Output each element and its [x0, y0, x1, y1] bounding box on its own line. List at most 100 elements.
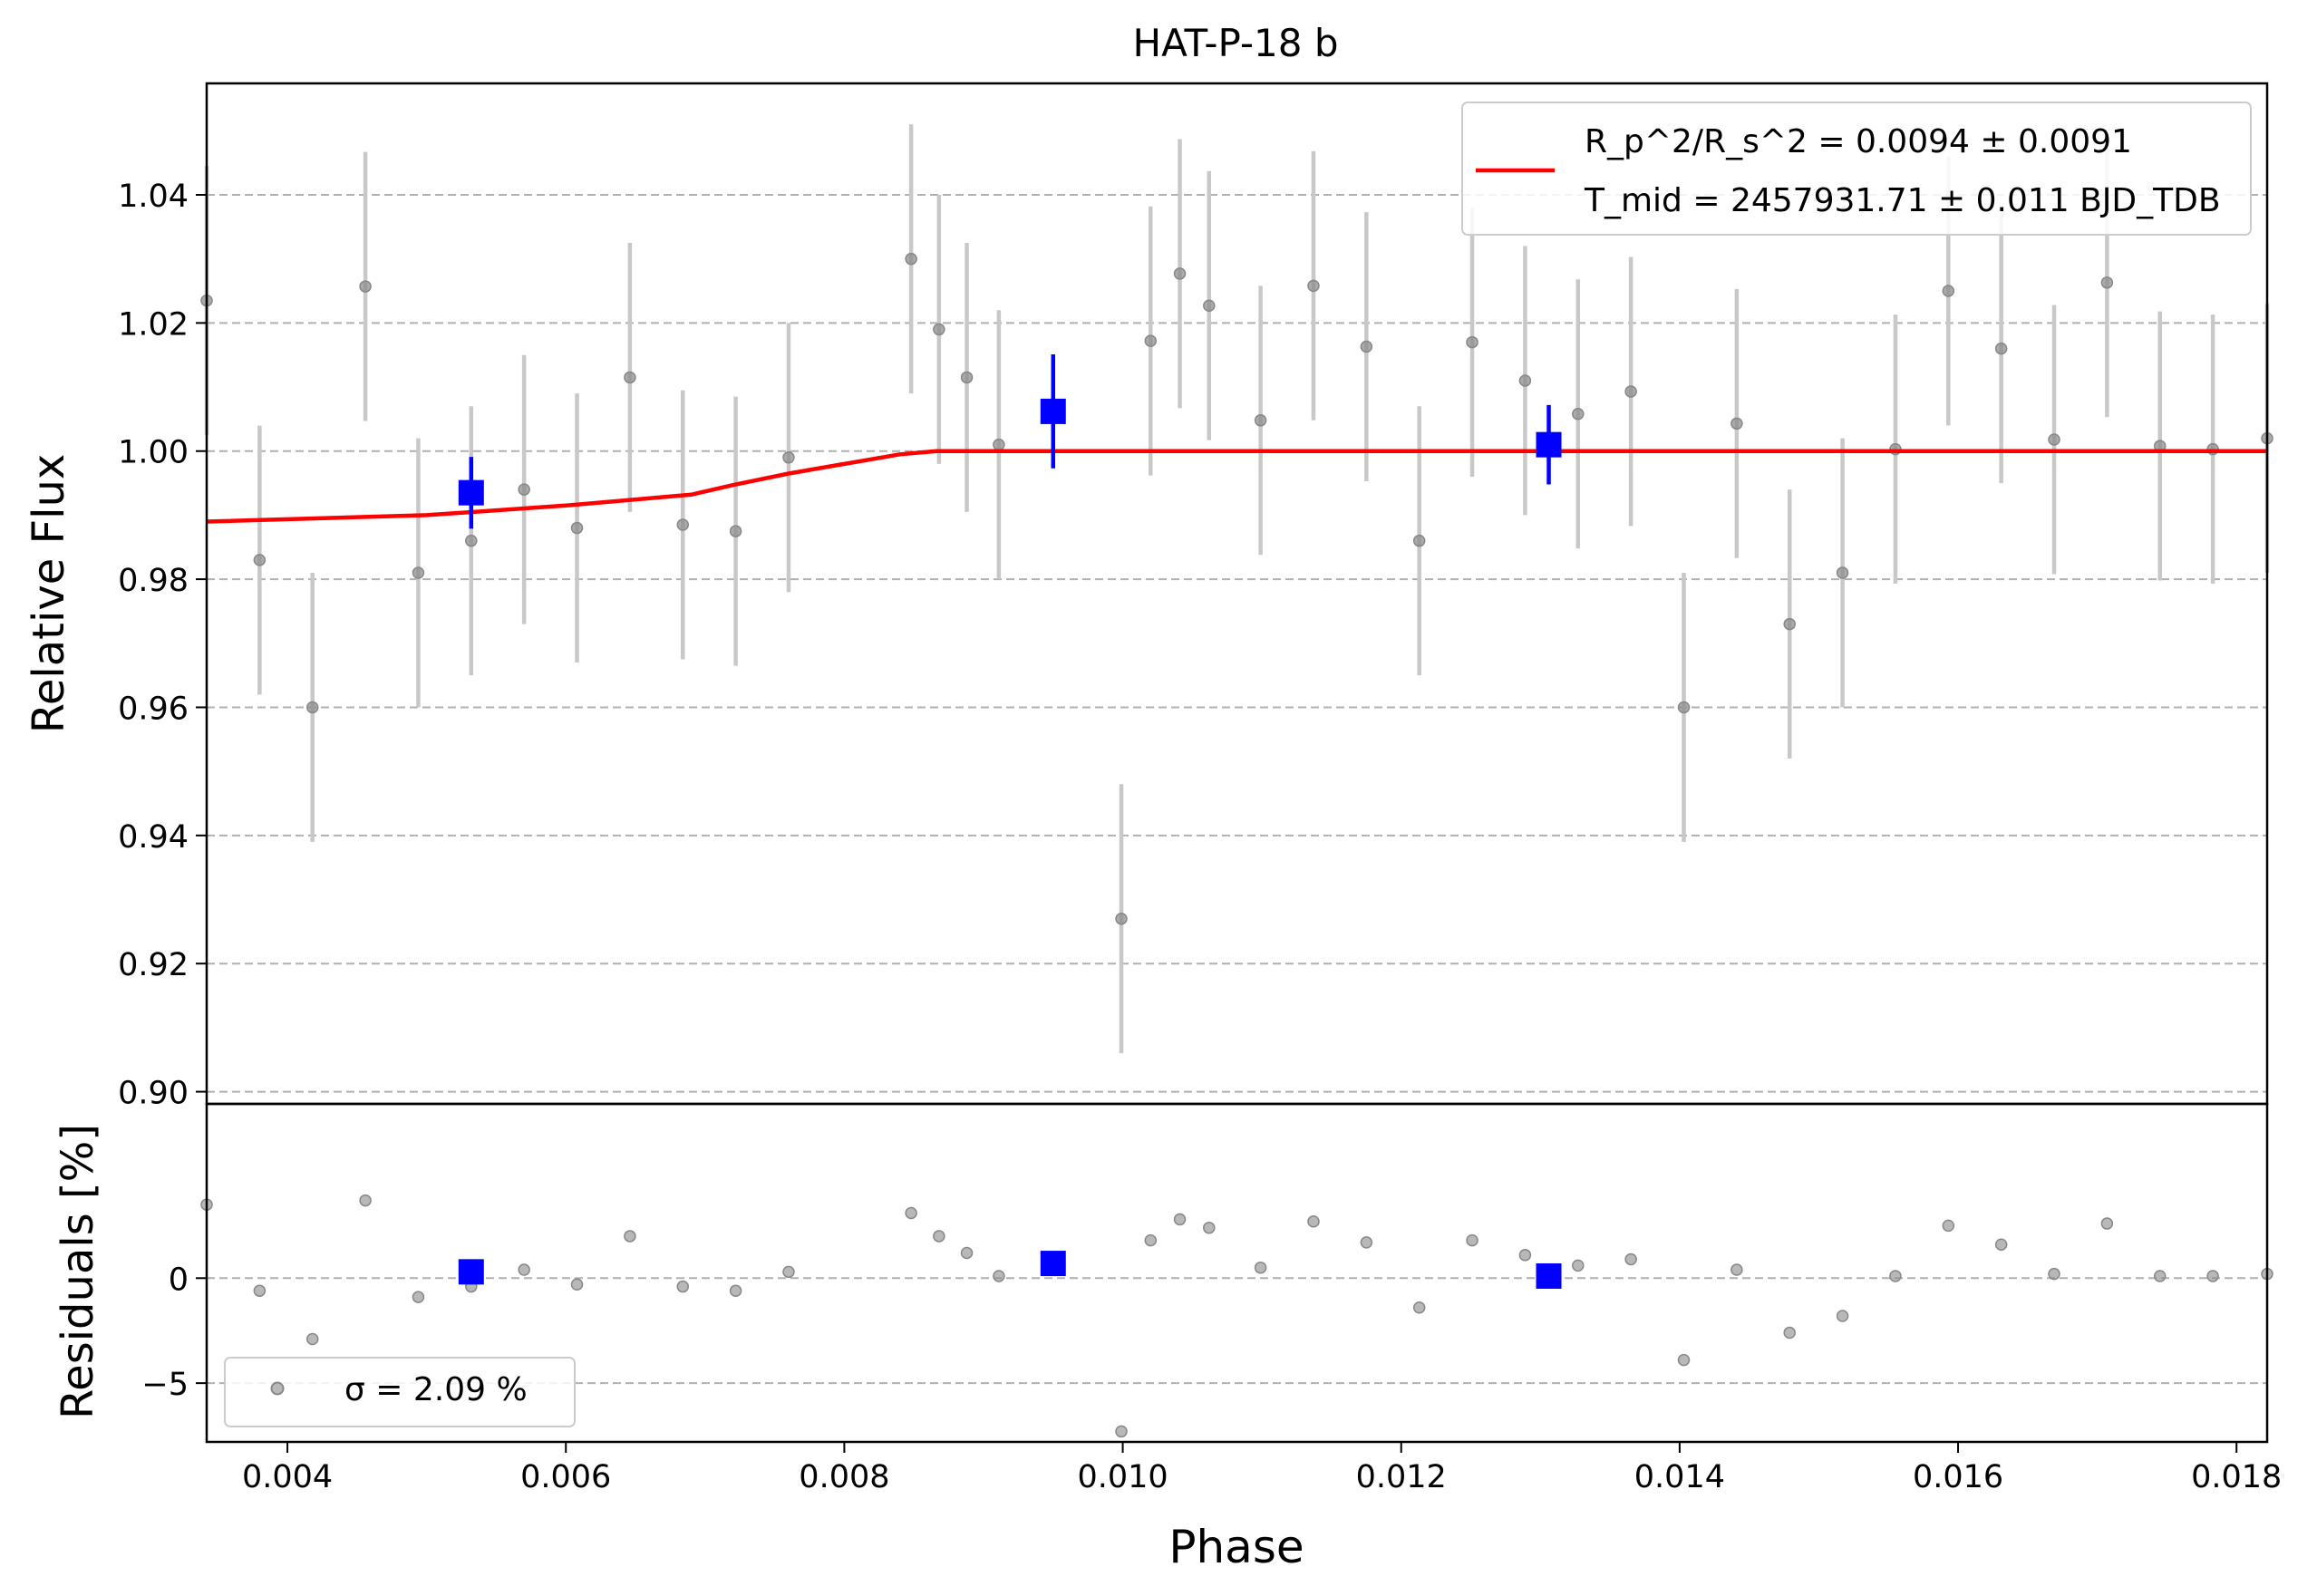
flux-datapoint: [2100, 276, 2114, 289]
residual-datapoint: [2048, 1267, 2060, 1281]
flux-datapoint: [412, 566, 425, 579]
flux-datapoint: [1677, 701, 1691, 714]
residual-datapoint: [1783, 1326, 1796, 1340]
flux-datapoint: [2048, 433, 2060, 446]
flux-datapoint: [253, 554, 267, 566]
phase-x-tick-label: 0.010: [1077, 1459, 1168, 1495]
residuals-panel: −50 0.004 0.006 0.008 0.010 0.012 0.014 0.016 0…: [53, 1102, 2282, 1573]
residual-datapoint: [570, 1278, 584, 1291]
legend-sigma: σ = 2.09 %: [344, 1371, 528, 1408]
flux-y-ticks: 0.90 0.92 0.94 0.96 0.98 1.00 1.02 1.04: [118, 179, 207, 1112]
residual-datapoint: [359, 1194, 372, 1207]
legend-rp-rs: R_p^2/R_s^2 = 0.0094 ± 0.0091: [1585, 123, 2132, 160]
residual-datapoint: [905, 1206, 917, 1220]
residual-binned-point: [1536, 1262, 1562, 1289]
flux-datapoint: [1994, 342, 2008, 355]
flux-datapoint: [518, 483, 530, 496]
chart-title: HAT-P-18 b: [1132, 21, 1338, 65]
legend-tmid: T_mid = 2457931.71 ± 0.011 BJD_TDB: [1584, 182, 2221, 219]
residual-plot-frame: [205, 1102, 2269, 1444]
residual-datapoint: [1466, 1233, 1478, 1247]
residual-datapoint: [2206, 1270, 2219, 1282]
residual-datapoint: [1144, 1233, 1158, 1247]
phase-x-tick-label: 0.018: [2191, 1459, 2282, 1495]
flux-y-tick-label: 0.94: [118, 819, 189, 856]
residual-datapoint: [1203, 1221, 1216, 1234]
flux-legend-box: [1461, 102, 2252, 236]
flux-datapoint: [1942, 285, 1955, 297]
flux-binned-point: [458, 479, 484, 506]
phase-x-ticks: 0.004 0.006 0.008 0.010 0.012 0.014 0.016 0.018: [242, 1442, 2282, 1495]
residual-y-ticks: −5 0: [141, 1262, 207, 1403]
residual-y-tick-label: −5: [141, 1367, 189, 1403]
residual-legend-box: [224, 1357, 576, 1427]
phase-x-tick-label: 0.014: [1634, 1459, 1725, 1495]
phase-x-tick-label: 0.012: [1356, 1459, 1447, 1495]
flux-datapoint: [993, 438, 1005, 451]
flux-y-tick-label: 1.00: [118, 435, 189, 471]
flux-datapoint: [933, 323, 945, 336]
residual-datapoint: [1730, 1263, 1743, 1276]
flux-datapoint: [1836, 566, 1849, 579]
residual-datapoint: [1173, 1213, 1187, 1226]
residual-datapoint: [1115, 1425, 1128, 1438]
flux-datapoint: [1173, 267, 1187, 280]
residual-datapoint: [1677, 1353, 1691, 1367]
flux-datapoint: [1115, 912, 1128, 925]
residual-datapoint: [1624, 1253, 1637, 1266]
residual-datapoint: [2153, 1270, 2167, 1282]
flux-datapoint: [782, 451, 795, 464]
residual-datapoint: [1836, 1310, 1849, 1322]
flux-y-tick-label: 1.04: [118, 179, 189, 215]
residual-datapoint: [1307, 1214, 1320, 1228]
flux-datapoint: [1254, 414, 1267, 427]
flux-y-axis-label: Relative Flux: [24, 454, 74, 734]
phase-x-tick-label: 0.006: [520, 1459, 611, 1495]
residual-datapoint: [2100, 1217, 2114, 1230]
flux-datapoint: [1466, 335, 1478, 349]
residual-datapoint: [1994, 1238, 2008, 1251]
residual-binned-point: [458, 1259, 484, 1285]
residual-legend: σ = 2.09 %: [224, 1357, 576, 1427]
transit-model-line: [206, 449, 2267, 524]
flux-y-tick-label: 0.90: [118, 1076, 189, 1112]
residual-binned-point: [1040, 1251, 1066, 1277]
residual-datapoint: [253, 1284, 267, 1297]
residual-datapoint: [1518, 1249, 1532, 1262]
residual-datapoint: [782, 1265, 795, 1279]
flux-binned-point: [1040, 398, 1066, 424]
flux-datapoint: [1203, 299, 1216, 313]
flux-datapoint: [624, 371, 636, 384]
residual-datapoint: [1412, 1301, 1426, 1314]
flux-datapoint: [570, 521, 584, 535]
flux-datapoint: [305, 701, 319, 714]
flux-datapoint: [676, 518, 689, 531]
flux-legend: R_p^2/R_s^2 = 0.0094 ± 0.0091 T_mid = 24…: [1461, 102, 2252, 236]
flux-binned-point: [1536, 431, 1562, 458]
flux-datapoint: [1307, 279, 1320, 293]
flux-y-tick-label: 0.96: [118, 691, 189, 727]
residual-datapoint: [518, 1263, 530, 1276]
phase-x-tick-label: 0.016: [1913, 1459, 2003, 1495]
phase-x-tick-label: 0.004: [242, 1459, 333, 1495]
residual-datapoint: [1889, 1270, 1902, 1282]
flux-datapoint: [1518, 374, 1532, 387]
residual-datapoint: [1254, 1261, 1267, 1274]
residual-datapoint: [624, 1230, 636, 1243]
residual-datapoint: [1360, 1236, 1373, 1249]
flux-datapoint: [465, 534, 478, 547]
residual-datapoint: [960, 1246, 974, 1260]
residual-datapoint: [1942, 1219, 1955, 1233]
residual-y-axis-label: Residuals [%]: [53, 1124, 103, 1419]
residual-datapoint: [933, 1230, 945, 1243]
legend-residual-marker: [270, 1381, 285, 1396]
flux-y-tick-label: 1.02: [118, 306, 189, 343]
phase-x-tick-label: 0.008: [799, 1459, 889, 1495]
flux-y-tick-label: 0.98: [118, 563, 189, 599]
flux-datapoint: [1360, 340, 1373, 353]
flux-binned-points: [458, 353, 1562, 529]
residual-y-tick-label: 0: [169, 1262, 189, 1298]
flux-datapoint: [729, 525, 742, 537]
residual-datapoint: [305, 1332, 319, 1346]
